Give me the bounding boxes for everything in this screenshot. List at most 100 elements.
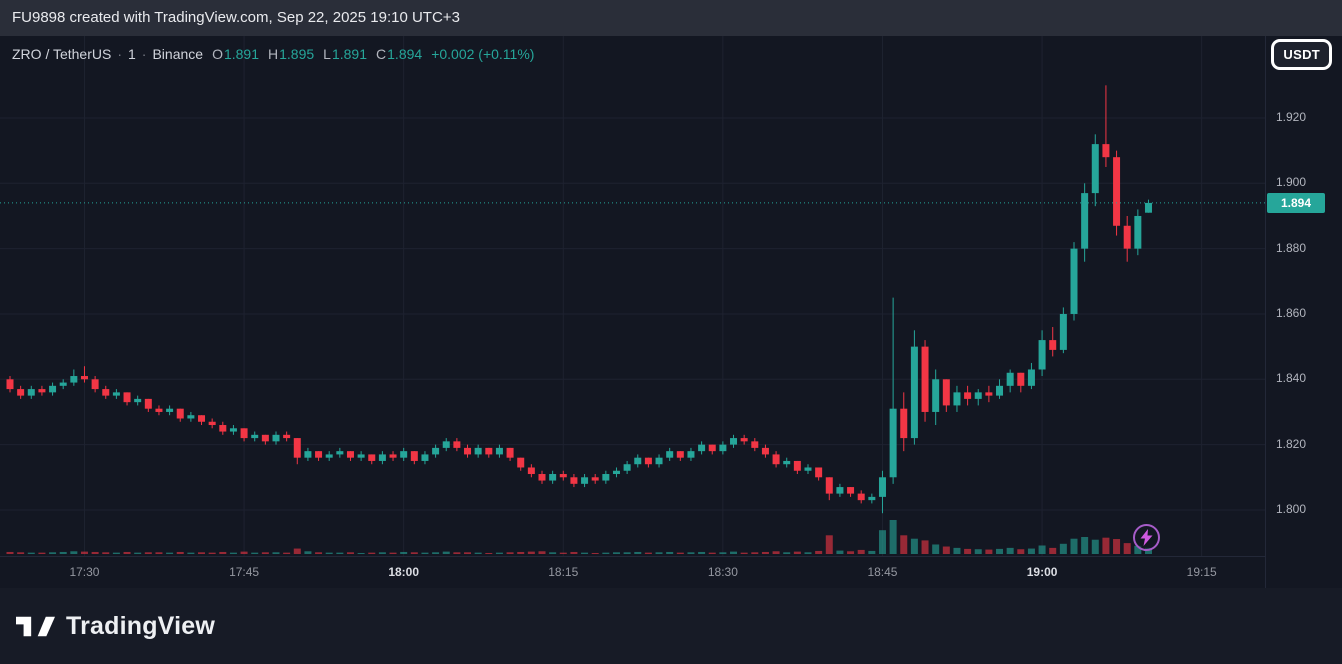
candle-body — [793, 460, 801, 471]
candle-body — [804, 467, 812, 471]
watermark-text: FU9898 created with TradingView.com, Sep… — [12, 9, 460, 26]
candle-body — [1017, 372, 1025, 386]
volume-bar — [708, 552, 716, 554]
candle-body — [719, 444, 727, 452]
candle-body — [1070, 248, 1078, 314]
candle-body — [517, 457, 525, 468]
candle-body — [421, 454, 429, 461]
volume-bar — [868, 550, 876, 554]
candle-body — [38, 389, 46, 393]
volume-bar — [123, 551, 131, 554]
volume-bar — [878, 530, 886, 554]
candle-body — [1134, 215, 1142, 249]
time-axis-label: 17:45 — [229, 565, 260, 579]
volume-bar — [847, 551, 855, 554]
candle-body — [634, 457, 642, 465]
candle-body — [878, 477, 886, 497]
candle-body — [198, 415, 206, 422]
candle-body — [17, 389, 25, 396]
volume-bar — [1059, 543, 1067, 554]
candle-body — [91, 379, 99, 390]
volume-bar — [176, 551, 184, 554]
candle-body — [495, 447, 503, 455]
volume-bar — [1070, 538, 1078, 554]
volume-bar — [208, 552, 216, 554]
volume-bar — [730, 551, 738, 554]
candle-body — [389, 454, 397, 458]
candle-body — [1049, 340, 1057, 350]
volume-bar — [1027, 548, 1035, 554]
candle-body — [325, 454, 333, 458]
candle-body — [815, 467, 823, 478]
volume-bar — [761, 551, 769, 554]
volume-bar — [251, 552, 259, 554]
volume-bar — [687, 552, 695, 554]
time-axis-label: 19:15 — [1186, 565, 1217, 579]
tradingview-logo-icon[interactable] — [16, 612, 55, 641]
volume-bar — [900, 535, 908, 554]
candle-body — [176, 408, 184, 419]
volume-bar — [772, 551, 780, 554]
last-price-badge: 1.894 — [1267, 192, 1325, 213]
tradingview-brand-text[interactable]: TradingView — [66, 611, 216, 640]
candle-body — [134, 398, 142, 403]
candle-body — [549, 474, 557, 481]
volume-bar — [932, 544, 940, 554]
candle-body — [272, 434, 280, 442]
candle-body — [464, 447, 472, 455]
time-axis[interactable]: 17:30 17:45 18:00 18:15 18:30 18:45 19:00 19:15 — [0, 556, 1265, 588]
candle-body — [581, 477, 589, 484]
volume-bar — [570, 551, 578, 554]
volume-bar — [559, 552, 567, 554]
volume-bar — [1049, 547, 1057, 554]
candle-body — [357, 454, 365, 458]
candle-body — [432, 447, 440, 455]
volume-bar — [581, 552, 589, 554]
time-axis-label: 19:00 — [1026, 565, 1058, 579]
time-axis-label: 18:00 — [388, 565, 420, 579]
candle-body — [921, 346, 929, 412]
volume-bar — [357, 552, 365, 554]
volume-bar — [1038, 545, 1046, 554]
candle-body — [996, 385, 1004, 396]
volume-bar — [996, 548, 1004, 554]
candle-body — [687, 451, 695, 458]
currency-usdt-button[interactable]: USDT — [1274, 42, 1329, 67]
volume-bar — [27, 552, 35, 554]
volume-bar — [442, 551, 450, 554]
candle-body — [378, 454, 386, 461]
watermark-bar: FU9898 created with TradingView.com, Sep… — [0, 0, 1342, 36]
candle-body — [847, 487, 855, 494]
lightning-bolt-button[interactable] — [1133, 524, 1160, 551]
candle-body — [644, 457, 652, 465]
price-axis[interactable]: USDT 1.894 1.920 1.900 1.880 1.860 1.840 1.82… — [1265, 36, 1342, 588]
candle-body — [1006, 372, 1014, 386]
candle-body — [751, 441, 759, 448]
volume-bar — [336, 552, 344, 554]
volume-bar — [1017, 549, 1025, 554]
candle-body — [825, 477, 833, 494]
volume-bar — [889, 520, 897, 554]
chart-canvas[interactable]: ZRO / TetherUS · 1 · Binance O1.891 H1.895 L1.8… — [0, 36, 1265, 556]
volume-bar — [38, 552, 46, 554]
candle-body — [70, 376, 78, 383]
volume-bar — [602, 552, 610, 554]
lightning-icon — [1140, 529, 1153, 546]
volume-bar — [836, 550, 844, 554]
volume-bar — [453, 552, 461, 554]
candle-body — [857, 493, 865, 501]
candle-body — [155, 408, 163, 412]
volume-bar — [91, 551, 99, 554]
candle-body — [985, 392, 993, 396]
price-axis-label: 1.880 — [1276, 240, 1307, 255]
volume-bar — [857, 549, 865, 554]
volume-bar — [219, 551, 227, 554]
volume-bar — [187, 552, 195, 554]
candle-body — [666, 451, 674, 458]
volume-bar — [49, 552, 57, 554]
candle-body — [1081, 193, 1089, 249]
volume-bar — [1091, 539, 1099, 554]
candle-body — [900, 408, 908, 439]
price-chart[interactable] — [0, 36, 1265, 556]
